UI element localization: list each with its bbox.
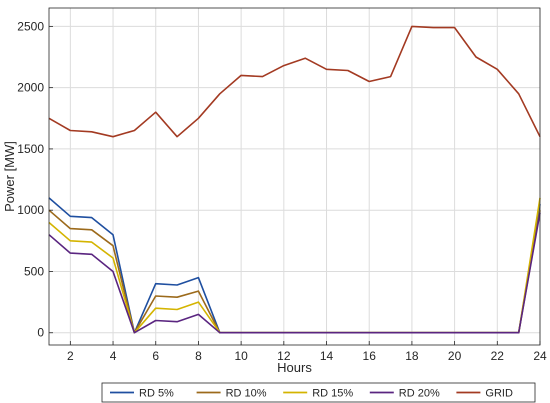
legend-label-rd-15: RD 15% (312, 388, 353, 400)
x-tick-label: 20 (448, 349, 462, 363)
plot-area (49, 8, 540, 345)
plot-background (49, 8, 540, 345)
x-tick-label: 4 (110, 349, 117, 363)
x-axis-ticks: 2 4 6 8 10 12 14 16 18 20 22 24 (67, 341, 547, 363)
x-tick-label: 8 (195, 349, 202, 363)
legend-label-rd-5: RD 5% (139, 388, 174, 400)
x-tick-label: 18 (405, 349, 419, 363)
legend-box (101, 382, 536, 403)
x-tick-label: 14 (320, 349, 334, 363)
legend-label-rd-10: RD 10% (226, 388, 267, 400)
y-tick-label: 2500 (17, 19, 44, 33)
x-tick-label: 12 (277, 349, 291, 363)
y-tick-label: 2000 (17, 81, 44, 95)
x-tick-label: 10 (234, 349, 248, 363)
x-tick-label: 24 (533, 349, 547, 363)
legend: RD 5% RD 10% RD 15% RD 20% GRID (101, 382, 536, 403)
y-axis-ticks: 0 500 1000 1500 2000 2500 (17, 19, 53, 340)
legend-label-rd-20: RD 20% (399, 388, 440, 400)
y-tick-label: 500 (24, 264, 44, 278)
y-axis-label: Power [MW] (2, 141, 17, 212)
series-line-rd-20 (48, 212, 541, 334)
series-lines (48, 25, 541, 334)
x-tick-label: 2 (67, 349, 74, 363)
axes (48, 7, 541, 346)
y-tick-label: 1500 (17, 142, 44, 156)
legend-label-grid: GRID (485, 388, 513, 400)
series-line-grid (48, 25, 541, 138)
plot-frame (48, 7, 541, 346)
x-tick-label: 22 (491, 349, 505, 363)
y-tick-label: 1000 (17, 203, 44, 217)
x-axis-label: Hours (277, 360, 312, 375)
y-tick-label: 0 (37, 326, 44, 340)
x-tick-label: 16 (363, 349, 377, 363)
x-tick-label: 6 (152, 349, 159, 363)
